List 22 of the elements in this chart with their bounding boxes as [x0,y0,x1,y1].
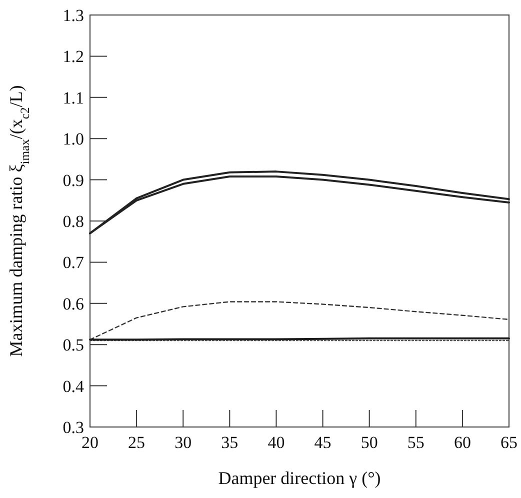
x-tick-label: 55 [407,433,424,452]
x-tick-label: 40 [268,433,285,452]
y-tick-label: 0.9 [62,170,84,190]
y-tick-label: 0.4 [62,376,84,396]
x-tick-label: 20 [82,433,98,452]
y-tick-label: 1.0 [62,130,84,149]
y-tick-label: 1.2 [62,47,84,66]
x-tick-label: 65 [500,433,518,452]
y-tick-label: 0.3 [62,418,84,437]
y-tick-label: 0.5 [62,336,84,355]
x-tick-label: 25 [128,433,146,452]
y-tick-label: 0.8 [62,212,84,231]
y-tick-label: 0.7 [62,253,84,272]
y-tick-label: 1.3 [62,6,84,25]
y-tick-label: 1.1 [62,88,84,108]
x-tick-label: 35 [221,433,238,452]
x-tick-label: 50 [360,433,378,452]
x-axis-title: Damper direction γ (°) [218,468,381,488]
x-tick-label: 45 [314,433,332,452]
x-tick-label: 60 [454,433,471,452]
x-tick-label: 30 [174,433,192,452]
y-tick-label: 0.6 [62,294,84,314]
